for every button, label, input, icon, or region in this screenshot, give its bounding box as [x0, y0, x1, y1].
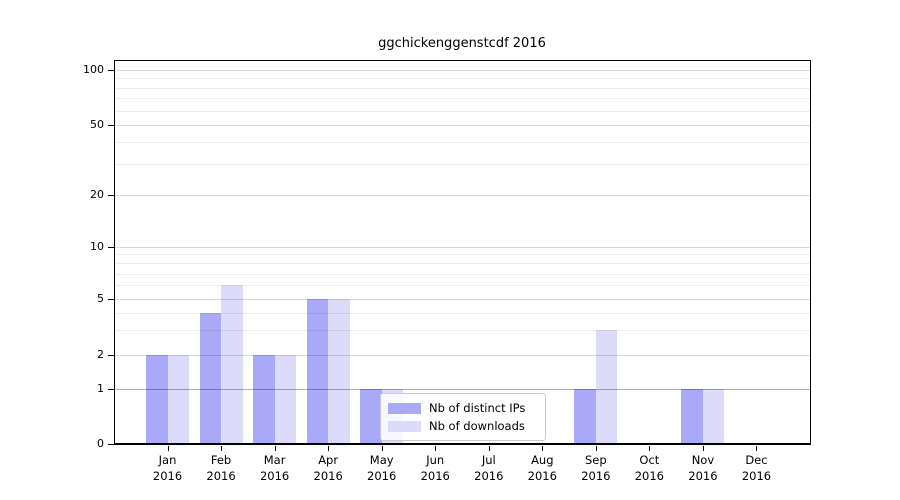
x-tick-mark-jun: [435, 446, 437, 451]
x-axis-tick-label-feb: Feb 2016: [206, 453, 236, 483]
x-axis-tick-label-apr: Apr 2016: [313, 453, 343, 483]
x-tick-mark-aug: [542, 446, 544, 451]
legend-label-distinct-ips: Nb of distinct IPs: [429, 401, 526, 415]
gridline-minor-80: [114, 87, 810, 89]
x-axis-tick-label-dec: Dec 2016: [741, 453, 772, 483]
x-tick-mark-oct: [649, 446, 651, 451]
bar-downloads-mar: [274, 355, 297, 444]
legend-item-downloads: Nb of downloads: [381, 419, 545, 433]
bar-distinct-ips-nov: [681, 389, 703, 444]
gridline-2: [114, 355, 810, 356]
y-axis-tick-label-100: 100: [83, 63, 104, 76]
y-tick-mark-2: [108, 355, 114, 356]
gridline-10: [114, 246, 810, 248]
x-tick-mark-sep: [595, 446, 597, 451]
legend-swatch-distinct-ips: [388, 402, 421, 414]
legend: Nb of distinct IPs Nb of downloads: [380, 393, 546, 441]
x-axis-tick-label-oct: Oct 2016: [634, 453, 665, 483]
bar-downloads-apr: [328, 299, 350, 444]
y-tick-mark-10: [108, 246, 114, 248]
gridline-5: [114, 299, 810, 300]
gridline-minor-3: [114, 330, 810, 332]
legend-label-downloads: Nb of downloads: [429, 419, 525, 433]
x-axis-tick-label-mar: Mar 2016: [259, 453, 290, 483]
chart-title: ggchickenggenstcdf 2016: [378, 36, 546, 51]
y-axis-tick-label-1: 1: [97, 382, 104, 395]
bar-distinct-ips-feb: [199, 312, 222, 444]
bar-downloads-sep: [595, 330, 618, 444]
x-axis-tick-label-jun: Jun 2016: [420, 453, 450, 483]
y-axis-tick-label-2: 2: [97, 348, 104, 361]
bar-distinct-ips-jan: [146, 355, 168, 444]
x-tick-mark-nov: [702, 446, 704, 451]
bar-downloads-jan: [167, 355, 190, 444]
x-axis-tick-label-sep: Sep 2016: [581, 453, 611, 483]
gridline-minor-8: [114, 263, 810, 265]
bar-downloads-feb: [221, 285, 243, 444]
x-tick-mark-may: [381, 446, 383, 451]
bar-downloads-nov: [702, 389, 725, 444]
x-tick-mark-apr: [328, 446, 330, 451]
y-tick-mark-50: [108, 125, 114, 126]
x-tick-mark-dec: [756, 446, 758, 451]
bar-distinct-ips-may: [360, 389, 382, 444]
x-tick-mark-jul: [488, 446, 490, 451]
x-axis-tick-label-nov: Nov 2016: [688, 453, 718, 483]
gridline-minor-9: [114, 254, 810, 256]
x-tick-mark-feb: [221, 446, 223, 451]
y-tick-mark-1: [108, 389, 114, 390]
x-tick-mark-mar: [274, 446, 276, 451]
gridline-50: [114, 125, 810, 126]
x-tick-mark-jan: [167, 446, 169, 451]
bar-distinct-ips-apr: [306, 299, 329, 444]
y-tick-mark-100: [108, 70, 114, 71]
y-axis-tick-label-0: 0: [97, 437, 104, 450]
legend-swatch-downloads: [388, 420, 421, 432]
x-axis-tick-label-may: May 2016: [367, 453, 397, 483]
gridline-minor-70: [114, 98, 810, 100]
y-axis-tick-label-10: 10: [90, 239, 104, 253]
bar-distinct-ips-sep: [574, 389, 596, 444]
x-axis-tick-label-jul: Jul 2016: [474, 453, 504, 483]
gridline-minor-90: [114, 78, 810, 80]
gridline-1: [114, 389, 810, 390]
y-tick-mark-20: [108, 194, 114, 196]
y-tick-mark-0: [108, 444, 114, 445]
y-axis-tick-label-5: 5: [97, 292, 104, 305]
y-axis-tick-label-50: 50: [90, 118, 104, 131]
gridline-minor-7: [114, 273, 810, 275]
x-axis-tick-label-aug: Aug 2016: [527, 453, 557, 483]
y-axis-tick-label-20: 20: [90, 187, 104, 201]
gridline-100: [114, 70, 810, 71]
gridline-minor-4: [114, 312, 810, 314]
gridline-minor-30: [114, 163, 810, 165]
legend-item-distinct-ips: Nb of distinct IPs: [381, 401, 545, 415]
x-axis-tick-label-jan: Jan 2016: [152, 453, 183, 483]
bar-distinct-ips-mar: [253, 355, 275, 444]
gridline-minor-40: [114, 141, 810, 143]
gridline-minor-60: [114, 110, 810, 112]
y-tick-mark-5: [108, 299, 114, 300]
gridline-20: [114, 194, 810, 196]
gridline-minor-6: [114, 285, 810, 287]
